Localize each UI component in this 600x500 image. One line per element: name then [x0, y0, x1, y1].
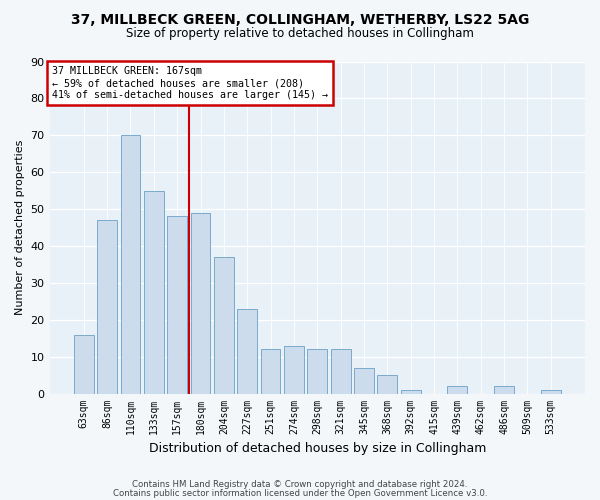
Bar [448, 386, 467, 394]
Bar [494, 386, 514, 394]
Text: 37 MILLBECK GREEN: 167sqm
← 59% of detached houses are smaller (208)
41% of semi: 37 MILLBECK GREEN: 167sqm ← 59% of detac… [52, 66, 328, 100]
Bar [307, 350, 327, 394]
Bar [167, 216, 187, 394]
Bar [401, 390, 421, 394]
Text: Contains public sector information licensed under the Open Government Licence v3: Contains public sector information licen… [113, 488, 487, 498]
Text: Contains HM Land Registry data © Crown copyright and database right 2024.: Contains HM Land Registry data © Crown c… [132, 480, 468, 489]
Bar [191, 213, 211, 394]
Bar [121, 136, 140, 394]
Bar [354, 368, 374, 394]
Bar [541, 390, 560, 394]
Bar [260, 350, 280, 394]
Bar [377, 375, 397, 394]
Text: 37, MILLBECK GREEN, COLLINGHAM, WETHERBY, LS22 5AG: 37, MILLBECK GREEN, COLLINGHAM, WETHERBY… [71, 12, 529, 26]
Bar [238, 308, 257, 394]
Y-axis label: Number of detached properties: Number of detached properties [15, 140, 25, 315]
Bar [284, 346, 304, 394]
Bar [144, 190, 164, 394]
X-axis label: Distribution of detached houses by size in Collingham: Distribution of detached houses by size … [149, 442, 486, 455]
Bar [97, 220, 117, 394]
Bar [331, 350, 350, 394]
Bar [214, 257, 234, 394]
Text: Size of property relative to detached houses in Collingham: Size of property relative to detached ho… [126, 28, 474, 40]
Bar [74, 334, 94, 394]
